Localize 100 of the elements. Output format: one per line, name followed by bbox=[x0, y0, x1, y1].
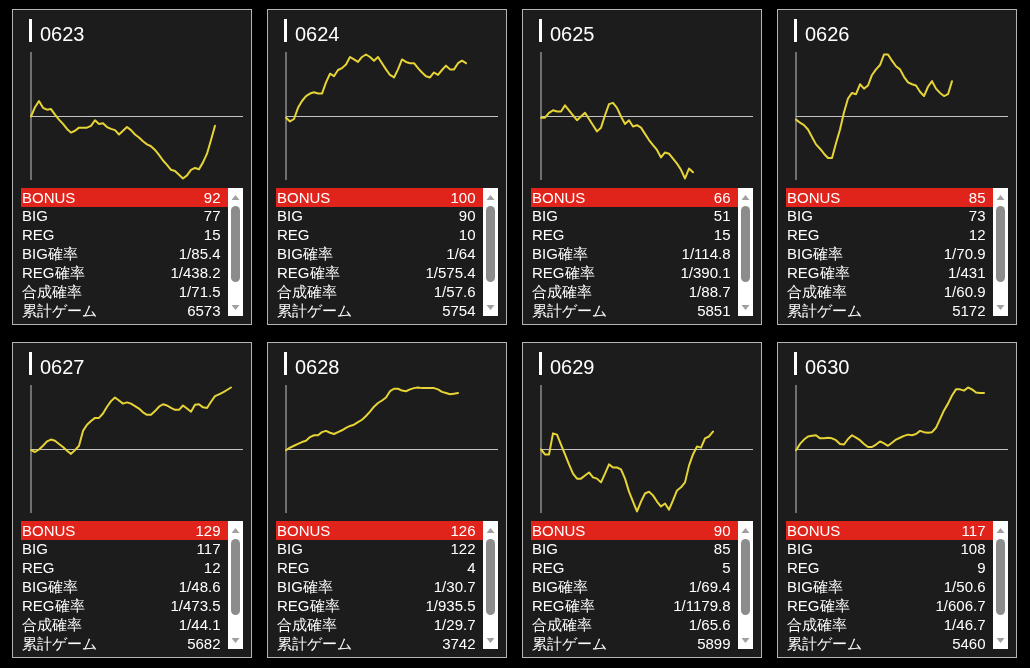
chart-title: 0629 bbox=[550, 355, 595, 378]
text: 1/29.7 bbox=[433, 616, 476, 633]
text: REG確率 bbox=[532, 264, 595, 282]
text: REG確率 bbox=[277, 597, 340, 615]
text: 5899 bbox=[697, 634, 731, 652]
text: 合成確率 bbox=[532, 616, 592, 633]
text: 1/575.4 bbox=[425, 264, 476, 282]
text: BONUS bbox=[532, 521, 586, 539]
text: BIG bbox=[787, 207, 813, 225]
text: 122 bbox=[450, 540, 476, 558]
text: 1/71.5 bbox=[178, 283, 221, 300]
text: BONUS bbox=[277, 521, 331, 539]
text: BIG bbox=[22, 540, 48, 558]
text: 合成確率 bbox=[22, 616, 82, 633]
text: 4 bbox=[467, 559, 476, 577]
text: 85 bbox=[968, 188, 986, 206]
text: 1/64 bbox=[446, 245, 476, 263]
text: BIG確率 bbox=[787, 245, 843, 263]
text: 合成確率 bbox=[532, 283, 592, 300]
chart-title: 0628 bbox=[295, 355, 340, 378]
text: 73 bbox=[968, 207, 986, 225]
text: REG bbox=[787, 559, 820, 577]
text: 108 bbox=[960, 540, 986, 558]
text: 累計ゲーム bbox=[277, 301, 352, 319]
text: 累計ゲーム bbox=[532, 634, 607, 652]
text: BONUS bbox=[22, 188, 76, 206]
text: BIG確率 bbox=[277, 245, 333, 263]
text: 1/1179.8 bbox=[673, 597, 731, 615]
text: REG確率 bbox=[22, 597, 85, 615]
text: REG確率 bbox=[532, 597, 595, 615]
text: 12 bbox=[968, 226, 986, 244]
text: 1/473.5 bbox=[170, 597, 221, 615]
text: 1/390.1 bbox=[680, 264, 731, 282]
text: 15 bbox=[713, 226, 731, 244]
text: 9 bbox=[977, 559, 986, 577]
text: BIG確率 bbox=[532, 578, 588, 596]
text: BIG bbox=[277, 540, 303, 558]
text: 累計ゲーム bbox=[22, 301, 97, 319]
text: BIG bbox=[22, 207, 48, 225]
text: 累計ゲーム bbox=[787, 301, 862, 319]
text: 累計ゲーム bbox=[532, 301, 607, 319]
text: 合成確率 bbox=[277, 283, 337, 300]
text: 1/65.6 bbox=[688, 616, 731, 633]
text: BONUS bbox=[277, 188, 331, 206]
text: BIG bbox=[532, 207, 558, 225]
text: 92 bbox=[203, 188, 221, 206]
text: 3742 bbox=[442, 634, 476, 652]
text: 合成確率 bbox=[277, 616, 337, 633]
text: 1/935.5 bbox=[425, 597, 476, 615]
text: BONUS bbox=[787, 521, 841, 539]
text: 累計ゲーム bbox=[787, 634, 862, 652]
text: 1/431 bbox=[947, 264, 986, 282]
text: 5460 bbox=[952, 634, 986, 652]
text: 1/60.9 bbox=[943, 283, 986, 300]
text: 1/114.8 bbox=[681, 245, 731, 263]
text: 100 bbox=[450, 188, 476, 206]
text: 合成確率 bbox=[22, 283, 82, 300]
text: BIG確率 bbox=[22, 245, 78, 263]
text: 51 bbox=[713, 207, 731, 225]
text: 1/50.6 bbox=[943, 578, 986, 596]
text: 1/70.9 bbox=[943, 245, 986, 263]
text: 合成確率 bbox=[787, 616, 847, 633]
text: BIG bbox=[787, 540, 813, 558]
text: 1/46.7 bbox=[943, 616, 986, 633]
text: 1/44.1 bbox=[178, 616, 221, 633]
text: 15 bbox=[203, 226, 221, 244]
text: BIG bbox=[277, 207, 303, 225]
text: BIG bbox=[532, 540, 558, 558]
text: BONUS bbox=[787, 188, 841, 206]
text: 90 bbox=[713, 521, 731, 539]
text: REG確率 bbox=[787, 597, 850, 615]
text: 90 bbox=[458, 207, 476, 225]
text: REG確率 bbox=[787, 264, 850, 282]
chart-title: 0627 bbox=[40, 355, 85, 378]
text: 合成確率 bbox=[787, 283, 847, 300]
text: 6573 bbox=[187, 301, 221, 319]
chart-title: 0626 bbox=[805, 22, 850, 45]
text: BONUS bbox=[532, 188, 586, 206]
text: BONUS bbox=[22, 521, 76, 539]
text: REG bbox=[22, 226, 55, 244]
text: 5682 bbox=[187, 634, 221, 652]
text: 12 bbox=[203, 559, 221, 577]
text: 66 bbox=[713, 188, 731, 206]
text: 1/69.4 bbox=[688, 578, 731, 596]
text: BIG確率 bbox=[277, 578, 333, 596]
text: REG bbox=[532, 226, 565, 244]
text: 累計ゲーム bbox=[22, 634, 97, 652]
text: REG bbox=[277, 559, 310, 577]
text: 累計ゲーム bbox=[277, 634, 352, 652]
text: 85 bbox=[713, 540, 731, 558]
text: 117 bbox=[196, 540, 221, 558]
text: 1/438.2 bbox=[170, 264, 221, 282]
chart-title: 0625 bbox=[550, 22, 595, 45]
text: 5 bbox=[722, 559, 731, 577]
text: 1/57.6 bbox=[433, 283, 476, 300]
text: 126 bbox=[450, 521, 476, 539]
text: 5754 bbox=[442, 301, 476, 319]
text: 77 bbox=[203, 207, 221, 225]
text: BIG確率 bbox=[532, 245, 588, 263]
chart-title: 0624 bbox=[295, 22, 340, 45]
